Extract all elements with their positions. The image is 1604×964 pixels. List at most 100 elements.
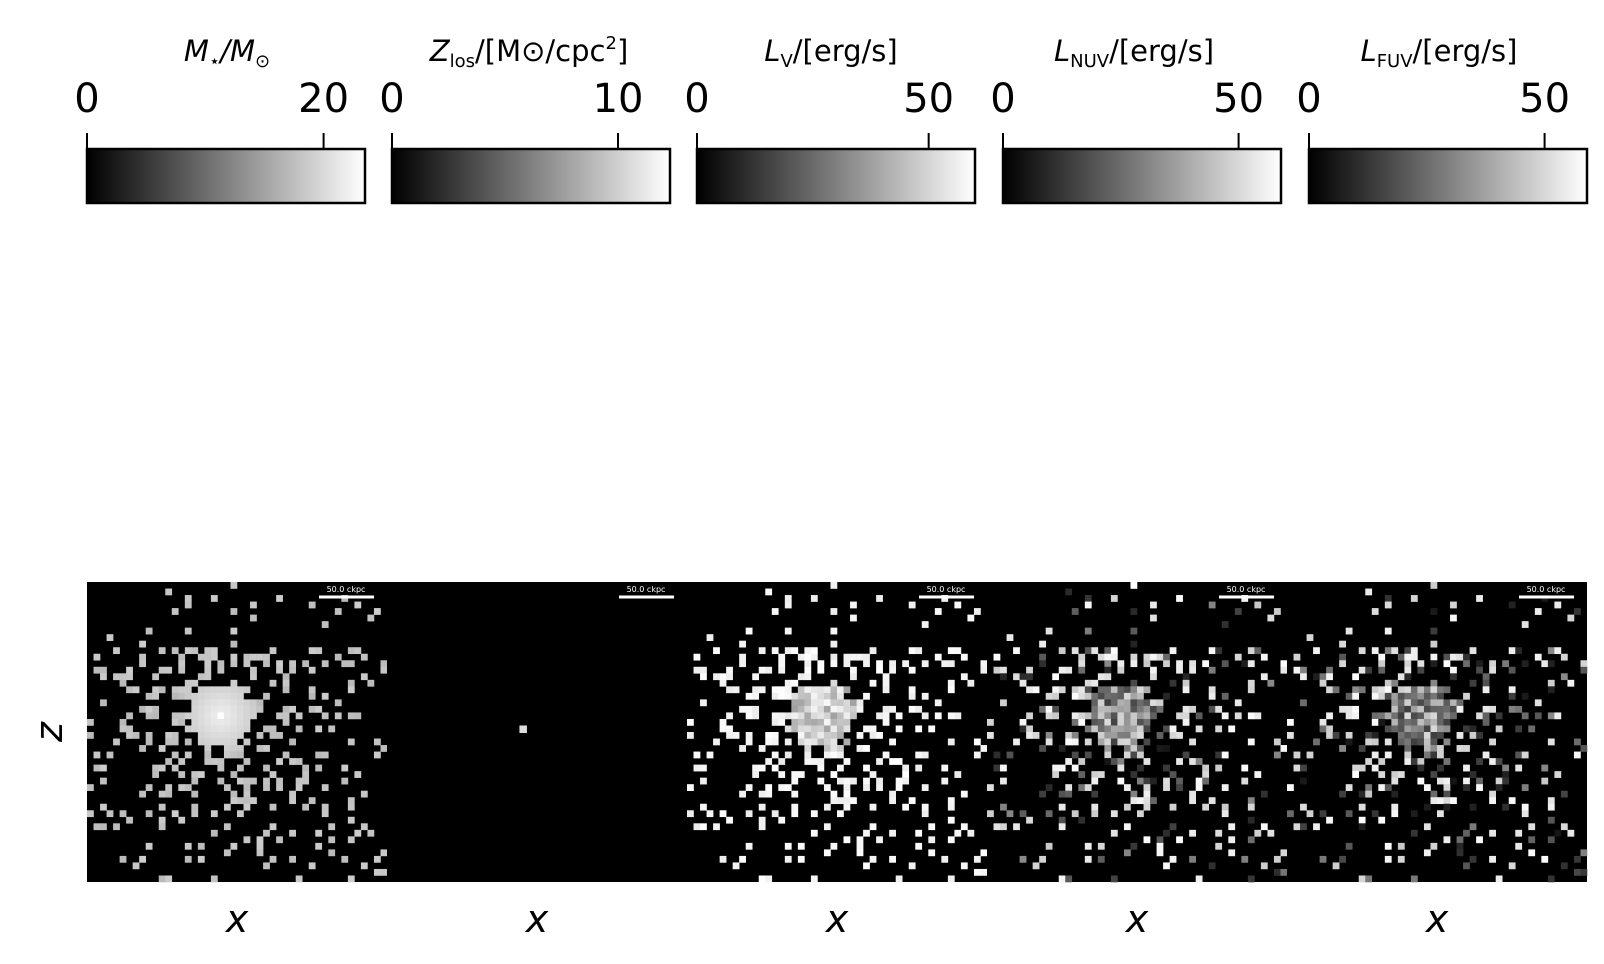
pixel [1482, 679, 1490, 687]
pixel [817, 699, 825, 707]
pixel [1521, 660, 1529, 668]
pixel [1541, 777, 1549, 785]
pixel [197, 686, 205, 694]
pixel [93, 764, 101, 772]
pixel [204, 712, 212, 720]
pixel [1443, 699, 1451, 707]
pixel [856, 836, 864, 844]
pixel [1437, 745, 1444, 752]
pixel [1352, 764, 1360, 772]
pixel [830, 627, 838, 635]
pixel [1091, 679, 1099, 687]
pixel [250, 797, 257, 805]
pixel [843, 699, 851, 707]
x-axis-label: x [525, 897, 549, 941]
pixel [1384, 601, 1392, 609]
pixel [771, 608, 779, 615]
pixel [178, 784, 186, 791]
pixel [1515, 829, 1523, 837]
pixel [360, 862, 368, 870]
pixel [1410, 829, 1418, 837]
pixel [1378, 816, 1386, 824]
pixel [1039, 790, 1046, 798]
pixel [328, 823, 336, 831]
pixel [869, 803, 877, 811]
pixel [1443, 738, 1451, 746]
pixel [1143, 718, 1151, 726]
pixel [843, 797, 851, 805]
pixel [758, 764, 766, 772]
pixel [100, 699, 107, 707]
pixel [308, 601, 316, 609]
pixel [289, 705, 296, 713]
pixel [1163, 653, 1170, 661]
pixel [1410, 699, 1418, 707]
pixel [1489, 705, 1496, 713]
pixel [334, 712, 342, 720]
pixel [993, 666, 1001, 674]
pixel [1397, 771, 1405, 778]
pixel [354, 647, 362, 655]
pixel [1515, 751, 1523, 759]
colorbar-3: 0 50 [684, 76, 977, 205]
pixel [687, 810, 694, 818]
pixel [1137, 718, 1144, 726]
pixel [191, 712, 199, 720]
pixel [1430, 692, 1438, 700]
pixel [184, 712, 192, 720]
pixel [158, 790, 166, 798]
pixel [1417, 758, 1425, 765]
pixel [687, 718, 694, 726]
pixel [817, 777, 825, 785]
pixel [915, 764, 923, 772]
pixel [876, 660, 883, 668]
colorbar-tick-label: 0 [1296, 76, 1321, 122]
pixel [719, 855, 727, 863]
pixel [797, 738, 805, 746]
pixel [1273, 751, 1281, 759]
pixel [700, 699, 707, 707]
pixel [1371, 608, 1379, 615]
pixel [1547, 803, 1555, 811]
pixel [210, 712, 218, 720]
pixel [1417, 738, 1425, 746]
pixel [1176, 660, 1183, 668]
pixel [1423, 705, 1431, 713]
pixel [1319, 679, 1327, 687]
pixel [1404, 673, 1412, 681]
pixel [1437, 705, 1444, 713]
pixel [1208, 647, 1216, 655]
pixel [1508, 797, 1516, 805]
pixel [1058, 875, 1066, 883]
pixel [295, 712, 303, 720]
pixel [1084, 712, 1092, 720]
pixel [1091, 647, 1099, 655]
pixel [1058, 666, 1066, 674]
pixel [1378, 686, 1386, 694]
pixel [1547, 797, 1555, 805]
pixel [1130, 692, 1138, 700]
pixel [1137, 705, 1144, 713]
pixel [1489, 855, 1496, 863]
pixel [1469, 647, 1477, 655]
pixel [210, 718, 218, 726]
pixel [1352, 673, 1360, 681]
pixel [758, 666, 766, 674]
pixel [256, 836, 264, 844]
pixel [1097, 718, 1105, 726]
pixel [791, 647, 799, 655]
pixel [1456, 732, 1464, 739]
pixel [1450, 797, 1457, 805]
pixel [191, 705, 199, 713]
pixel [1065, 666, 1073, 674]
pixel [256, 699, 264, 707]
pixel [791, 777, 799, 785]
pixel [1437, 777, 1444, 785]
pixel [1306, 751, 1314, 759]
pixel [1528, 836, 1536, 844]
pixel [843, 712, 851, 720]
pixel [687, 732, 694, 739]
pixel [876, 732, 883, 739]
pixel [1084, 627, 1092, 635]
pixel [1019, 718, 1027, 726]
